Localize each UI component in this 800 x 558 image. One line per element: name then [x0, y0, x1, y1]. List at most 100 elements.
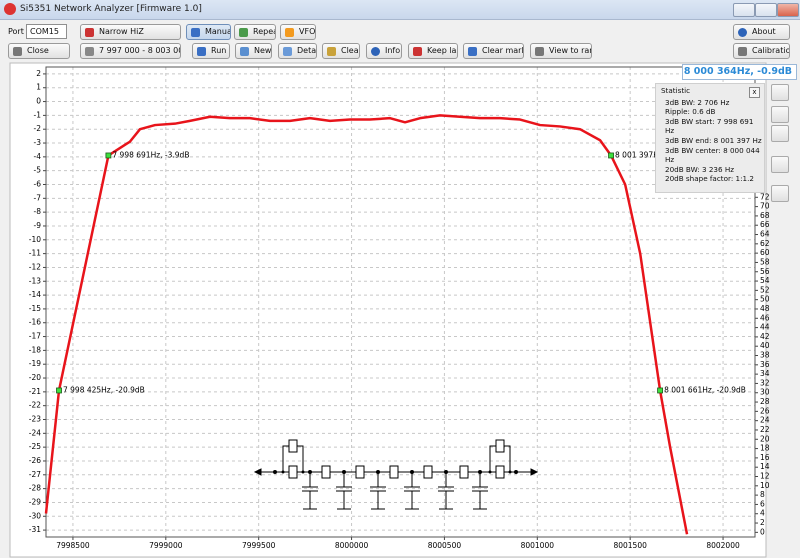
y-tick-label: -12 [29, 262, 41, 271]
y-tick-label: 0 [36, 97, 41, 106]
y2-tick-label: 54 [760, 276, 770, 285]
port-combo[interactable]: COM15 [26, 24, 67, 39]
x-tick-label: 8002000 [706, 541, 740, 550]
marker [56, 387, 62, 394]
y2-tick-label: 50 [760, 295, 770, 304]
statistic-line: 20dB BW: 3 236 Hz [665, 164, 735, 174]
y-tick-label: -8 [34, 207, 42, 216]
y2-tick-label: 44 [760, 323, 770, 332]
y-tick-label: -20 [29, 373, 41, 382]
y-tick-label: -2 [34, 124, 42, 133]
statistic-line: 20dB shape factor: 1:1.2 [665, 174, 754, 184]
y-tick-label: -5 [34, 166, 42, 175]
y-tick-label: -7 [34, 193, 42, 202]
y-tick-label: -29 [29, 497, 41, 506]
clear-text: Clear [341, 46, 360, 55]
y2-tick-label: 42 [760, 332, 770, 341]
y2-tick-label: 66 [760, 220, 770, 229]
statistic-line: 3dB BW center: 8 000 044 Hz [665, 145, 760, 165]
y2-tick-label: 56 [760, 267, 770, 276]
marker [105, 152, 112, 159]
port-label: Port [8, 27, 24, 36]
title-bar: Si5351 Network Analyzer [Firmware 1.0] [0, 0, 800, 20]
marker [657, 387, 663, 394]
x-tick-label: 8000500 [428, 541, 462, 550]
new-button[interactable]: New [235, 43, 272, 59]
y2-tick-label: 36 [760, 360, 770, 369]
y-tick-label: -28 [29, 484, 41, 493]
y-tick-label: -24 [29, 428, 41, 437]
y-tick-label: -19 [29, 359, 41, 368]
export-button[interactable] [771, 185, 789, 202]
statistic-close[interactable]: x [749, 87, 760, 98]
repeat-button[interactable]: Repeat [234, 24, 276, 40]
x-tick-label: 7998500 [56, 541, 90, 550]
y2-tick-label: 38 [760, 351, 770, 360]
zoom-button[interactable] [771, 84, 789, 101]
y2-tick-label: 6 [760, 499, 765, 508]
statistic-line: 3dB BW: 2 706 Hz [665, 97, 730, 107]
y-tick-label: -23 [29, 415, 41, 424]
y-tick-label: -26 [29, 456, 41, 465]
y2-tick-label: 62 [760, 239, 770, 248]
close-text: Close [27, 46, 49, 55]
clear-markers-button[interactable]: Clear markers [463, 43, 524, 59]
y-tick-label: -14 [29, 290, 41, 299]
y2-tick-label: 30 [760, 388, 770, 397]
y-tick-label: 1 [36, 83, 41, 92]
maximize-button[interactable] [755, 3, 777, 17]
details-button[interactable]: Details [278, 43, 317, 59]
y2-tick-label: 12 [760, 472, 770, 481]
run-button[interactable]: Run [192, 43, 230, 59]
details-text: Details [297, 46, 317, 55]
y2-tick-label: 40 [760, 341, 770, 350]
statistic-lines: 3dB BW: 2 706 Hz Ripple: 0.6 dB 3dB BW sta… [661, 98, 764, 184]
chart-frame [9, 62, 767, 558]
close-button[interactable]: Close [8, 43, 70, 59]
y-tick-label: -25 [29, 442, 41, 451]
info-text: Info [385, 46, 401, 55]
probe-button[interactable]: Narrow HiZ [80, 24, 181, 40]
y-tick-label: -4 [34, 152, 42, 161]
vfo-text: VFO [299, 27, 316, 36]
about-text: About [752, 27, 776, 36]
calibration-button[interactable]: Calibration [733, 43, 790, 59]
y2-tick-label: 48 [760, 304, 770, 313]
statistic-title: Statistic [661, 86, 691, 95]
y-tick-label: -10 [29, 235, 41, 244]
y2-tick-label: 16 [760, 453, 770, 462]
probe-text: Narrow HiZ [99, 27, 144, 36]
repeat-text: Repeat [253, 27, 275, 36]
clear-button[interactable]: Clear [322, 43, 360, 59]
view-to-range-button[interactable]: View to range [530, 43, 592, 59]
statistic-panel: Statistic x 3dB BW: 2 706 Hz Ripple: 0.6 … [655, 83, 765, 193]
chart-mode-button[interactable] [771, 156, 789, 173]
fit-button[interactable] [771, 106, 789, 123]
manual-text: Manual [205, 27, 230, 36]
vertical-fit-button[interactable] [771, 125, 789, 142]
info-button[interactable]: Info [366, 43, 402, 59]
range-button[interactable]: 7 997 000 - 8 003 000 Hz [80, 43, 181, 59]
y-tick-label: -3 [34, 138, 42, 147]
window-title: Si5351 Network Analyzer [Firmware 1.0] [20, 4, 202, 14]
marker-label: 7 998 691Hz, -3.9dB [112, 150, 189, 159]
close-window-button[interactable] [777, 3, 799, 17]
y-tick-label: -9 [34, 221, 42, 230]
minimize-button[interactable] [733, 3, 755, 17]
y2-tick-label: 70 [760, 202, 770, 211]
vfo-button[interactable]: VFO [280, 24, 316, 40]
run-text: Run [211, 46, 227, 55]
y2-tick-label: 22 [760, 425, 770, 434]
statistic-line: 3dB BW end: 8 001 397 Hz [665, 135, 762, 145]
x-tick-label: 8001500 [613, 541, 647, 550]
about-button[interactable]: About [733, 24, 790, 40]
clear-markers-text: Clear markers [482, 46, 523, 55]
y2-tick-label: 14 [760, 462, 770, 471]
y-tick-label: 2 [36, 69, 41, 78]
keep-last-button[interactable]: Keep last [408, 43, 458, 59]
y2-tick-label: 20 [760, 434, 770, 443]
y-tick-label: -18 [29, 345, 41, 354]
manual-button[interactable]: Manual [186, 24, 231, 40]
